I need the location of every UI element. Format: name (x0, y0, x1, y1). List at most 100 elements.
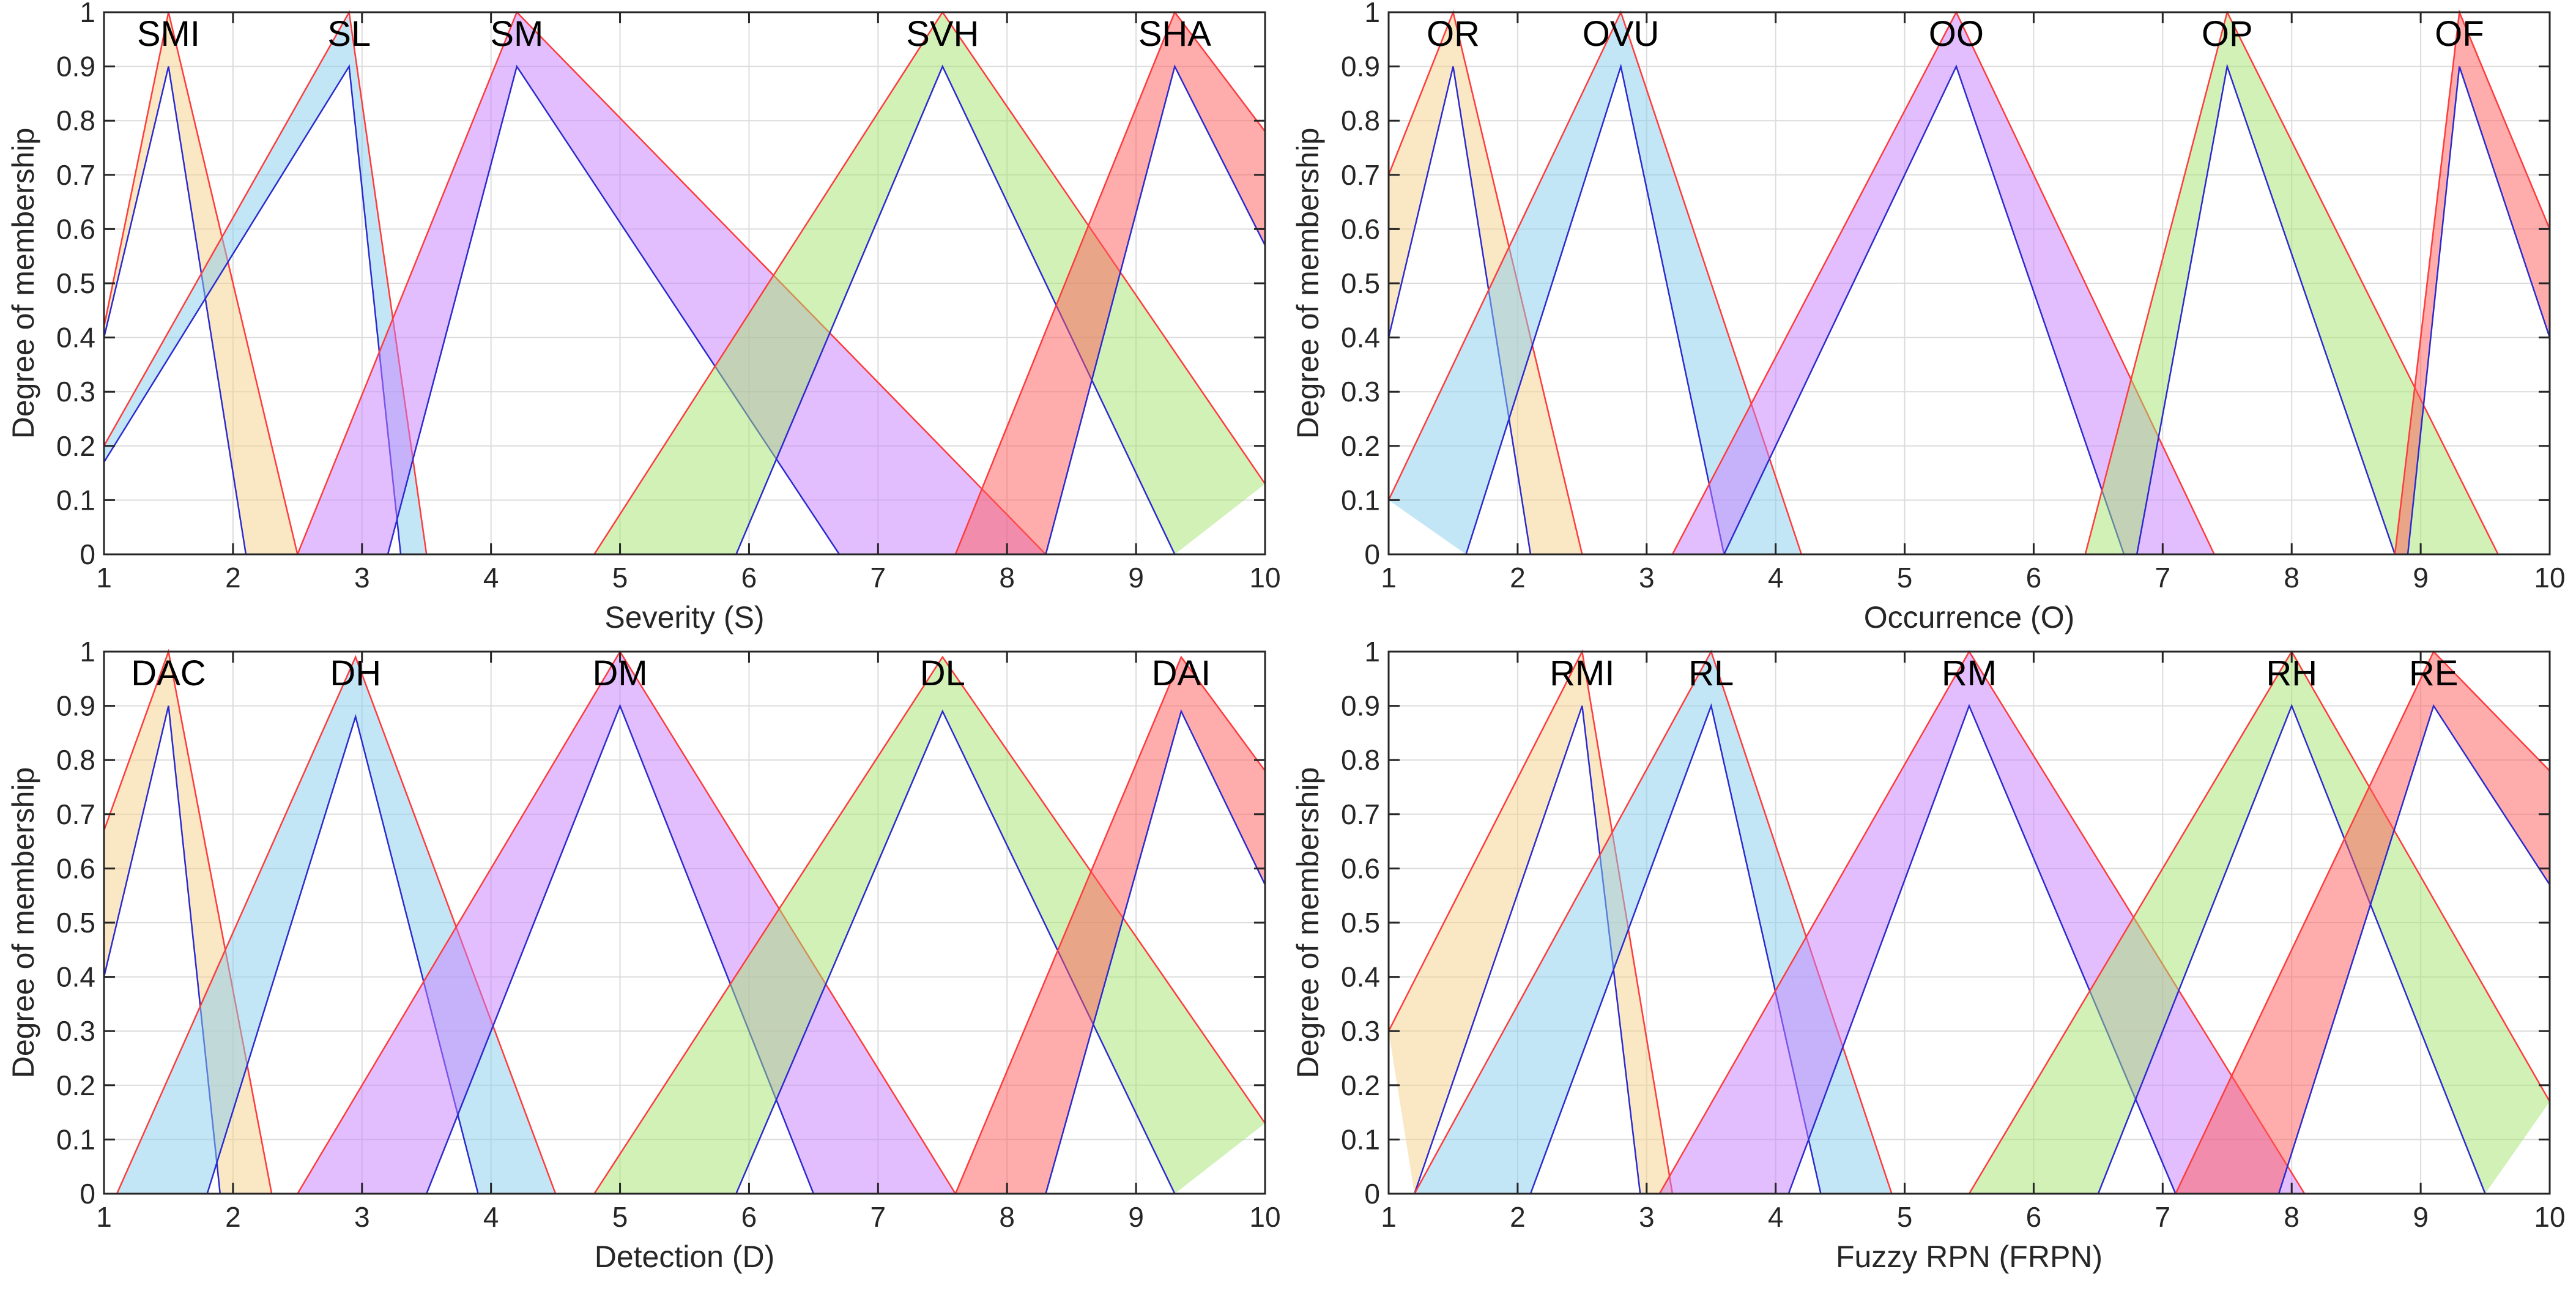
x-tick-label: 10 (1249, 562, 1280, 593)
chart-panel-2: OR OVU OO OP OF 1 2 3 4 5 6 7 8 9 10 0 0.1 0.2 0.3 0.4 0.5 0.… (1291, 0, 2566, 634)
x-tick-label: 7 (870, 1201, 886, 1233)
y-tick-label: 0.5 (56, 907, 95, 939)
y-tick-label: 0.1 (56, 1123, 95, 1155)
series-rmi: RMI (1387, 649, 1674, 1194)
y-tick-label: 0.6 (56, 852, 95, 884)
x-tick-label: 9 (1128, 562, 1144, 593)
term-label-dai: DAI (1152, 653, 1211, 693)
term-label-dl: DL (920, 653, 965, 693)
y-tick-label: 0.7 (56, 798, 95, 830)
lower-mf-smi (103, 66, 247, 555)
x-tick-label: 7 (870, 562, 886, 593)
series-dai: DAI (954, 653, 1266, 1194)
y-tick-label: 0 (80, 538, 95, 570)
y-tick-label: 1 (80, 636, 95, 668)
x-tick-label: 6 (2026, 562, 2042, 593)
y-tick-label: 0.1 (56, 484, 95, 516)
y-tick-label: 0.4 (1341, 322, 1380, 354)
y-tick-label: 0.5 (56, 267, 95, 299)
y-tick-label: 0.4 (1341, 961, 1380, 993)
y-tick-label: 1 (1364, 636, 1380, 668)
band-of (2394, 12, 2550, 554)
lower-mf-dl (735, 709, 1176, 1194)
lower-mf-ovu (1465, 63, 1725, 555)
x-tick-label: 2 (225, 562, 241, 593)
lower-mf-oo (1723, 64, 2125, 555)
x-tick-label: 1 (96, 1201, 112, 1233)
x-tick-label: 9 (2413, 562, 2429, 593)
term-label-dh: DH (330, 653, 381, 693)
lower-mf-svh (735, 64, 1176, 555)
x-axis-label: Detection (D) (595, 1240, 775, 1274)
x-tick-label: 10 (1249, 1201, 1280, 1233)
band-dai (955, 657, 1265, 1194)
y-tick-label: 0.2 (56, 1070, 95, 1101)
x-tick-label: 5 (1897, 1201, 1913, 1233)
y-tick-label: 0.7 (1341, 798, 1380, 830)
band-op (2085, 12, 2498, 554)
x-tick-label: 7 (2155, 1201, 2171, 1233)
x-tick-label: 5 (1897, 562, 1913, 593)
band-rh (1969, 652, 2550, 1194)
y-tick-label: 0.8 (56, 744, 95, 776)
x-tick-label: 2 (225, 1201, 241, 1233)
lower-mf-sha (1045, 64, 1266, 555)
band-or (1389, 12, 1583, 554)
x-tick-label: 3 (354, 562, 370, 593)
term-label-or: OR (1427, 14, 1480, 54)
x-axis-label: Fuzzy RPN (FRPN) (1836, 1240, 2103, 1274)
x-tick-label: 8 (999, 562, 1015, 593)
x-tick-label: 1 (1381, 562, 1397, 593)
x-tick-label: 10 (2534, 562, 2565, 593)
y-tick-label: 0.2 (1341, 430, 1380, 462)
band-sm (297, 12, 1046, 554)
term-label-sha: SHA (1138, 14, 1212, 54)
term-label-smi: SMI (137, 14, 200, 54)
y-tick-label: 0.3 (1341, 376, 1380, 407)
band-re (2175, 652, 2550, 1194)
upper-mf-dl (593, 655, 1266, 1194)
y-axis-label: Degree of membership (1291, 767, 1325, 1079)
term-label-dac: DAC (131, 653, 206, 693)
x-tick-label: 8 (2284, 1201, 2299, 1233)
term-label-rl: RL (1688, 653, 1734, 693)
y-tick-label: 0.9 (56, 690, 95, 722)
x-tick-label: 1 (96, 562, 112, 593)
x-tick-label: 6 (741, 562, 757, 593)
y-tick-label: 0.3 (1341, 1015, 1380, 1047)
x-tick-label: 2 (1510, 1201, 1526, 1233)
series-op: OP (2084, 10, 2499, 555)
y-axis-label: Degree of membership (1291, 128, 1325, 439)
series-ovu: OVU (1387, 10, 1803, 555)
band-ovu (1389, 12, 1802, 554)
x-tick-label: 4 (483, 1201, 499, 1233)
y-tick-label: 0.8 (1341, 105, 1380, 136)
y-tick-label: 0 (1364, 1178, 1380, 1210)
y-tick-label: 0.9 (56, 51, 95, 83)
y-tick-label: 0.9 (1341, 51, 1380, 83)
band-svh (594, 12, 1265, 554)
x-tick-label: 6 (741, 1201, 757, 1233)
y-axis-label: Degree of membership (6, 128, 40, 439)
term-label-sl: SL (327, 14, 371, 54)
band-smi (104, 12, 298, 554)
lower-mf-op (2136, 63, 2396, 555)
y-tick-label: 0.5 (1341, 267, 1380, 299)
y-tick-label: 0.3 (56, 1015, 95, 1047)
y-tick-label: 0 (1364, 538, 1380, 570)
band-sha (955, 12, 1265, 554)
x-tick-label: 8 (999, 1201, 1015, 1233)
lower-mf-re (2277, 704, 2551, 1194)
y-tick-label: 0.6 (56, 213, 95, 245)
y-tick-label: 0.2 (1341, 1070, 1380, 1101)
x-tick-label: 3 (1639, 562, 1655, 593)
term-label-rmi: RMI (1550, 653, 1614, 693)
band-rmi (1389, 652, 1672, 1194)
lower-mf-rh (2097, 704, 2486, 1194)
x-tick-label: 4 (1768, 562, 1784, 593)
x-tick-label: 5 (612, 1201, 628, 1233)
y-tick-label: 0.6 (1341, 213, 1380, 245)
band-oo (1672, 12, 2214, 554)
x-axis-label: Occurrence (O) (1864, 600, 2075, 634)
